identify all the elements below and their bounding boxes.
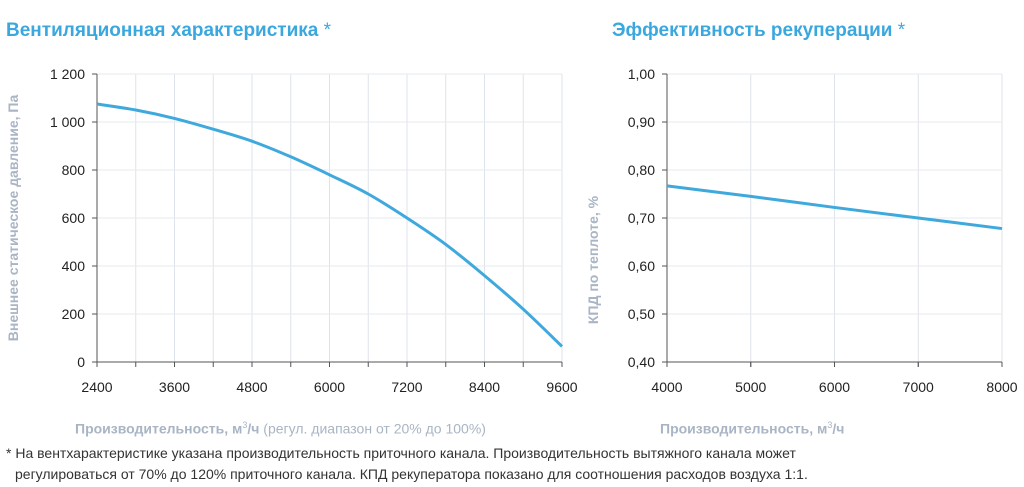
y-tick-label: 1 200: [50, 66, 85, 82]
y-tick-label: 0,40: [628, 354, 655, 370]
y-tick-label: 0,70: [628, 210, 655, 226]
x-tick-label: 8400: [469, 379, 500, 395]
x-tick-label: 7000: [903, 379, 934, 395]
y-tick-label: 0,80: [628, 162, 655, 178]
y-tick-label: 200: [62, 306, 86, 322]
y-tick-label: 0: [77, 354, 85, 370]
footnote: * На вентхарактеристике указана производ…: [6, 443, 808, 485]
x-axis-title-ventilation: Производительность, м3/ч (регул. диапазо…: [75, 420, 486, 437]
y-tick-label: 0,90: [628, 114, 655, 130]
y-tick-label: 600: [62, 210, 86, 226]
y-tick-label: 400: [62, 258, 86, 274]
y-tick-label: 0,50: [628, 306, 655, 322]
y-tick-label: 0,60: [628, 258, 655, 274]
y-tick-label: 1 000: [50, 114, 85, 130]
x-tick-label: 4000: [651, 379, 682, 395]
x-tick-label: 9600: [546, 379, 577, 395]
chart-title-recuperation: Эффективность рекуперации *: [612, 20, 906, 41]
x-tick-label: 6000: [314, 379, 345, 395]
chart-title-ventilation: Вентиляционная характеристика *: [6, 20, 332, 41]
x-tick-label: 2400: [81, 379, 112, 395]
x-tick-label: 4800: [236, 379, 267, 395]
y-axis-title: Внешнее статическое давление, Па: [5, 95, 21, 342]
x-tick-label: 6000: [819, 379, 850, 395]
x-tick-label: 8000: [986, 379, 1017, 395]
y-tick-label: 1,00: [628, 66, 655, 82]
x-tick-label: 5000: [735, 379, 766, 395]
y-tick-label: 800: [62, 162, 86, 178]
x-tick-label: 7200: [391, 379, 422, 395]
y-axis-title: КПД по теплоте, %: [585, 195, 601, 324]
x-axis-title-recuperation: Производительность, м3/ч: [660, 420, 845, 437]
footnote-line-2: регулироваться от 70% до 120% приточного…: [15, 466, 808, 482]
x-tick-label: 3600: [159, 379, 190, 395]
footnote-line-1: * На вентхарактеристике указана производ…: [6, 445, 796, 461]
